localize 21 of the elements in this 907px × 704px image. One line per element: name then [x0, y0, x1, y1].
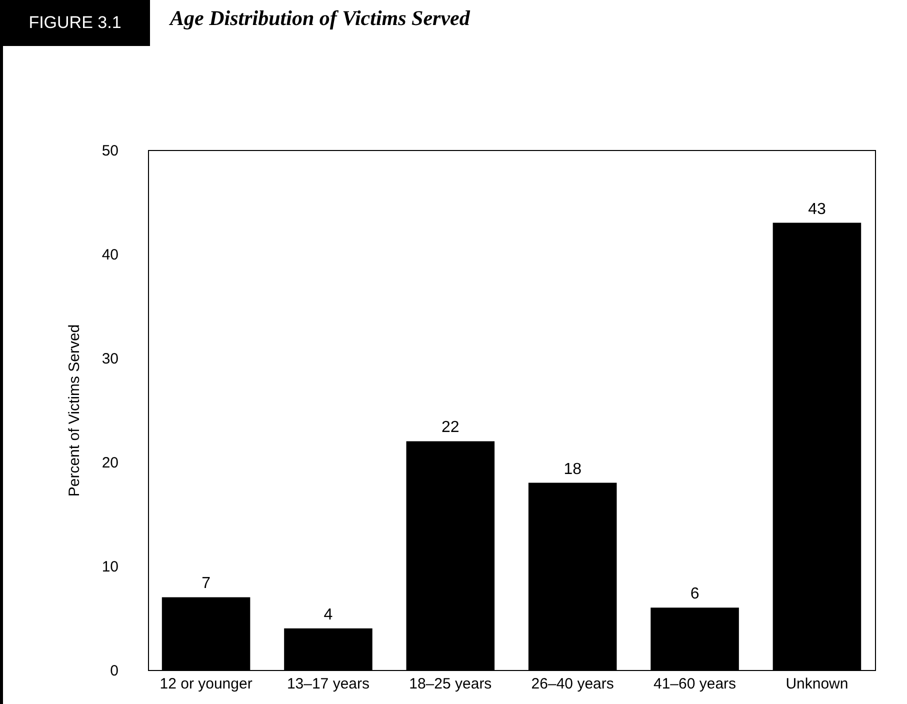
x-tick-label: 18–25 years	[409, 676, 492, 692]
y-tick-label: 30	[102, 350, 118, 368]
x-tick-label: 13–17 years	[286, 676, 370, 692]
data-label: 4	[324, 606, 333, 624]
y-tick-label: 50	[102, 142, 118, 160]
data-label: 43	[808, 200, 826, 218]
y-tick-label: 0	[110, 662, 118, 680]
data-label: 18	[564, 460, 582, 478]
y-tick-label: 20	[102, 454, 118, 472]
chart-title: Age Distribution of Victims Served	[170, 6, 470, 31]
data-label: 6	[690, 586, 700, 603]
x-tick-label: 26–40 years	[531, 676, 614, 692]
y-tick-label: 40	[102, 246, 118, 264]
x-tick-label: 12 or younger	[160, 676, 252, 692]
x-tick-label: Unknown	[786, 676, 848, 692]
data-label: 7	[202, 575, 211, 592]
y-axis-title: Percent of Victims Served	[66, 324, 83, 497]
y-tick-label: 10	[102, 558, 118, 576]
caption: FIGURE 3.1	[0, 0, 150, 46]
data-label: 22	[442, 419, 460, 436]
x-tick-label: 41–60 years	[653, 676, 736, 692]
